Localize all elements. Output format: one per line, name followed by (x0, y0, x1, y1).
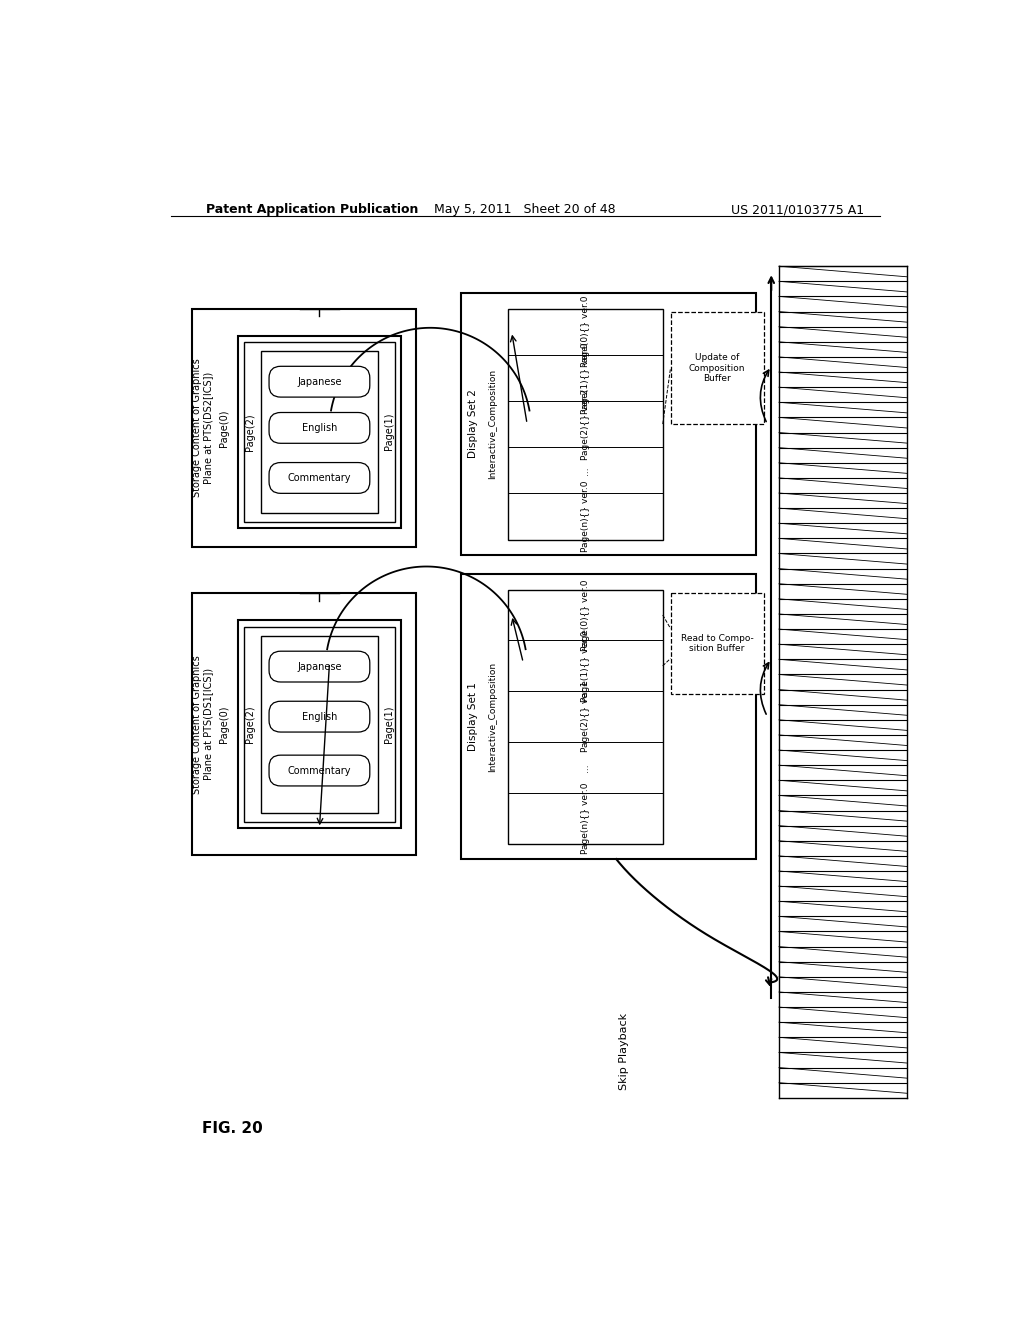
Text: Page(n){} ver.0: Page(n){} ver.0 (581, 783, 590, 854)
Bar (261, 636, 378, 813)
Text: ...: ... (581, 763, 590, 772)
Text: Interactive_Composition: Interactive_Composition (487, 370, 497, 479)
Text: Page(n){} ver.0: Page(n){} ver.0 (581, 480, 590, 552)
Text: Commentary: Commentary (288, 473, 351, 483)
FancyBboxPatch shape (269, 651, 370, 682)
Text: Page(1){} ver.0: Page(1){} ver.0 (581, 630, 590, 702)
Text: Page(1): Page(1) (384, 706, 394, 743)
FancyBboxPatch shape (269, 701, 370, 733)
Text: Page(2): Page(2) (245, 413, 255, 450)
FancyBboxPatch shape (269, 367, 370, 397)
Text: Interactive_Composition: Interactive_Composition (487, 661, 497, 772)
Bar (191, 594, 417, 855)
Text: FIG. 20: FIG. 20 (202, 1121, 262, 1137)
Text: English: English (302, 422, 337, 433)
Text: Update of
Composition
Buffer: Update of Composition Buffer (689, 354, 745, 383)
Text: Page(2){} ver.2: Page(2){} ver.2 (581, 388, 590, 459)
Bar (461, 293, 756, 554)
Text: ...: ... (581, 466, 590, 475)
Bar (671, 594, 764, 693)
Text: Read to Compo-
sition Buffer: Read to Compo- sition Buffer (681, 634, 754, 653)
Text: US 2011/0103775 A1: US 2011/0103775 A1 (731, 203, 864, 216)
FancyBboxPatch shape (269, 412, 370, 444)
Bar (508, 590, 663, 843)
Bar (671, 313, 764, 424)
Text: Storage Content of Graphics
Plane at PTS(DS1[ICS]): Storage Content of Graphics Plane at PTS… (191, 655, 213, 793)
Text: May 5, 2011   Sheet 20 of 48: May 5, 2011 Sheet 20 of 48 (434, 203, 615, 216)
Bar (508, 309, 663, 540)
Bar (238, 620, 400, 829)
FancyBboxPatch shape (269, 462, 370, 494)
Text: Japanese: Japanese (297, 661, 342, 672)
Text: Page(0){} ver.0: Page(0){} ver.0 (581, 296, 590, 367)
Text: Page(0){} ver.0: Page(0){} ver.0 (581, 579, 590, 651)
Text: Skip Playback: Skip Playback (618, 1012, 629, 1090)
Bar (238, 335, 400, 528)
Text: Storage Content of Graphics
Plane at PTS(DS2[ICS]): Storage Content of Graphics Plane at PTS… (191, 359, 213, 498)
Text: Page(2){} ver.1: Page(2){} ver.1 (581, 681, 590, 752)
Text: Patent Application Publication: Patent Application Publication (206, 203, 418, 216)
Text: Page(1): Page(1) (384, 413, 394, 450)
Text: English: English (302, 711, 337, 722)
Bar (191, 309, 417, 548)
Text: Commentary: Commentary (288, 766, 351, 776)
Text: Page(2): Page(2) (245, 705, 255, 743)
Text: Display Set 2: Display Set 2 (468, 389, 478, 458)
Bar (245, 342, 394, 521)
Text: Page(0): Page(0) (219, 409, 229, 446)
Text: Japanese: Japanese (297, 376, 342, 387)
Bar (461, 574, 756, 859)
Text: Display Set 1: Display Set 1 (468, 682, 478, 751)
Text: Page(1){} ver.0: Page(1){} ver.0 (581, 342, 590, 413)
Text: Page(0): Page(0) (219, 706, 229, 743)
Bar (245, 627, 394, 822)
Bar (261, 351, 378, 512)
FancyBboxPatch shape (269, 755, 370, 785)
